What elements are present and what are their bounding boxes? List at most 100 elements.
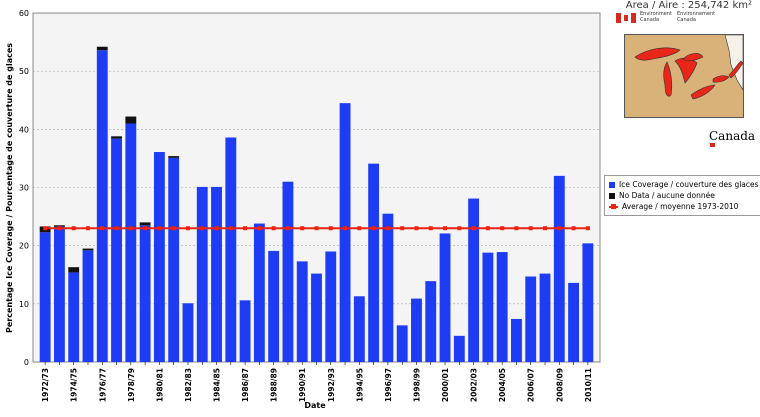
ice-bar	[253, 223, 265, 362]
x-tick-label: 1994/95	[355, 368, 364, 402]
ice-bar	[382, 213, 394, 362]
ice-bar	[411, 298, 422, 362]
average-marker	[343, 226, 348, 231]
ice-bar	[553, 175, 565, 362]
x-axis-title: Date	[304, 401, 326, 410]
average-marker	[257, 226, 262, 231]
ice-bar	[125, 123, 137, 363]
canada-wordmark-text: Canada	[709, 129, 756, 143]
great-lakes-map	[624, 34, 744, 118]
nodata-swatch-icon	[609, 192, 615, 199]
ice-bar	[311, 273, 322, 362]
ice-bar	[539, 273, 551, 362]
ice-bar	[468, 198, 480, 362]
great-lakes-map-icon	[634, 35, 743, 100]
average-marker	[557, 226, 562, 231]
average-marker	[100, 226, 105, 231]
ice-bar	[439, 233, 451, 362]
average-marker	[585, 226, 590, 231]
average-marker	[543, 226, 548, 231]
nodata-bar	[111, 136, 122, 139]
average-marker	[243, 226, 248, 231]
average-marker	[571, 226, 576, 231]
average-marker	[85, 226, 90, 231]
gc-signature-line: Canada	[676, 16, 696, 23]
ice-bar	[225, 137, 237, 362]
average-marker	[185, 226, 190, 231]
average-marker	[400, 226, 405, 231]
y-tick-label: 20	[19, 242, 29, 251]
average-marker	[114, 226, 119, 231]
x-tick-label: 2000/01	[441, 368, 450, 402]
legend-label-ice: Ice Coverage / couverture des glaces	[619, 180, 759, 189]
ice-bar	[139, 225, 151, 362]
average-marker	[371, 226, 376, 231]
area-label: Area / Aire : 254,742 km²	[625, 0, 752, 11]
legend-item-average: Average / moyenne 1973-2010	[609, 201, 759, 212]
average-marker	[414, 226, 419, 231]
average-marker	[43, 226, 48, 231]
ice-bar	[396, 325, 408, 362]
x-tick-label: 2008/09	[555, 368, 564, 402]
average-marker	[300, 226, 305, 231]
ice-bar	[482, 252, 494, 362]
x-tick-label: 2010/11	[584, 368, 593, 402]
ice-bar	[239, 300, 251, 362]
gc-signature-line: Environnement	[676, 11, 716, 17]
environment-canada-logo: Environment Environnement Canada Canada	[616, 11, 716, 23]
canada-flag-icon	[616, 12, 636, 23]
ice-bar	[525, 276, 537, 362]
nodata-bar	[96, 46, 108, 51]
canada-wordmark: Canada	[709, 129, 760, 157]
x-tick-label: 1996/97	[384, 368, 393, 402]
ice-bar	[39, 232, 51, 362]
ice-bar	[68, 272, 80, 362]
x-tick-label: 1998/99	[412, 368, 421, 402]
average-marker	[328, 226, 333, 231]
x-tick-label: 1974/75	[70, 368, 79, 402]
ice-bar	[168, 157, 180, 362]
nodata-bar	[53, 225, 65, 227]
ice-bar	[425, 281, 437, 362]
legend-item-nodata: No Data / aucune donnée	[609, 190, 759, 201]
ice-bar	[282, 181, 294, 362]
ice-bar	[153, 152, 165, 362]
x-tick-label: 1988/89	[270, 368, 279, 402]
x-tick-label: 2002/03	[470, 368, 479, 402]
average-marker	[71, 226, 76, 231]
gc-signature: Environment Environnement Canada Canada	[640, 11, 716, 23]
average-marker	[428, 226, 433, 231]
ice-bar	[453, 335, 465, 362]
ice-bar	[511, 318, 522, 362]
ice-bar	[111, 138, 122, 362]
nodata-bar	[139, 222, 151, 226]
y-axis-title: Percentage Ice Coverage / Pourcentage de…	[5, 43, 14, 333]
nodata-bar	[168, 156, 180, 158]
x-tick-label: 1992/93	[327, 368, 336, 402]
average-marker	[500, 226, 505, 231]
x-tick-label: 1990/91	[298, 368, 307, 402]
average-marker	[357, 226, 362, 231]
legend-item-ice: Ice Coverage / couverture des glaces	[609, 179, 759, 190]
ice-bar	[211, 186, 222, 362]
y-tick-label: 60	[19, 9, 29, 18]
gc-signature-line: Canada	[640, 16, 660, 23]
ice-bar	[53, 226, 65, 362]
ice-bar	[82, 250, 94, 362]
ice-bar	[368, 163, 380, 362]
ice-bar	[182, 303, 194, 362]
x-tick-label: 1978/79	[127, 368, 136, 402]
wordmark-flag-icon	[710, 143, 715, 147]
average-marker	[485, 226, 490, 231]
average-marker	[143, 226, 148, 231]
average-marker	[528, 226, 533, 231]
y-tick-label: 30	[19, 184, 29, 193]
average-marker	[471, 226, 476, 231]
average-marker	[128, 226, 133, 231]
average-marker	[171, 226, 176, 231]
ice-bar	[568, 282, 580, 362]
ice-bar	[353, 296, 365, 362]
y-tick-label: 10	[19, 300, 29, 309]
average-marker	[214, 226, 219, 231]
